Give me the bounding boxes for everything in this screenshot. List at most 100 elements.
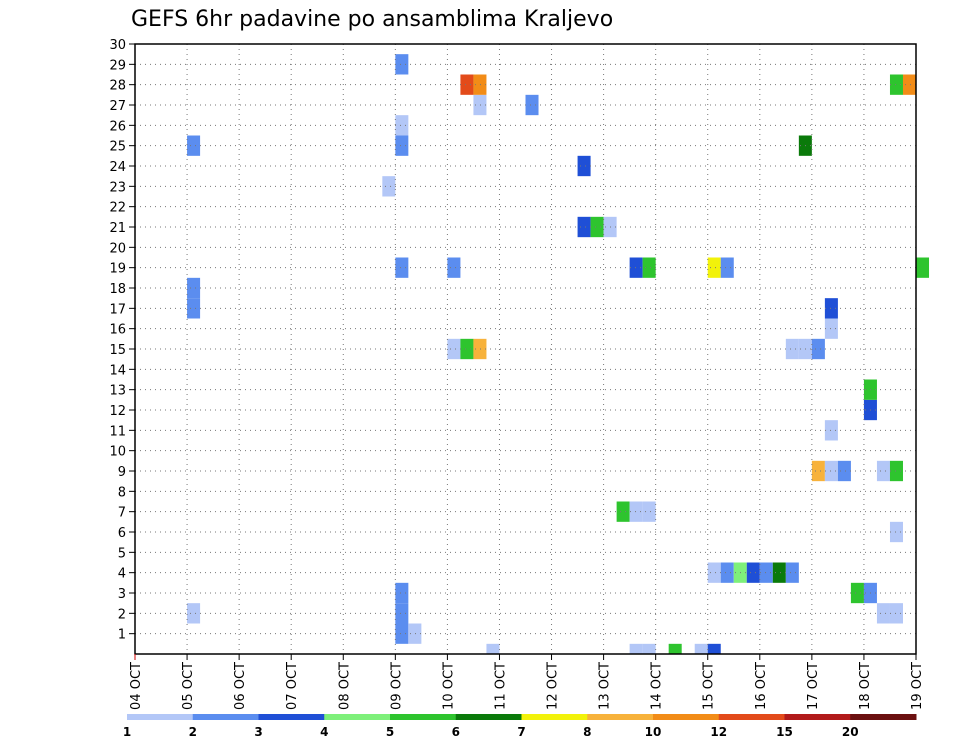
precip-cell [772, 562, 786, 583]
x-axis: 04 OCT 05 OCT 06 OCT 07 OCT 08 OCT 09 OCT 10 O… [129, 654, 925, 710]
precip-cell [187, 277, 201, 299]
precip-cell [889, 74, 903, 95]
precip-cell [460, 74, 474, 95]
precip-cell [577, 155, 591, 177]
x-tick-label: 04 OCT [129, 662, 144, 710]
x-tick-label: 16 OCT [754, 662, 769, 710]
y-tick-label: 30 [109, 38, 126, 53]
colorbar-label: 5 [386, 725, 394, 739]
precip-cell [395, 582, 409, 604]
precip-cell [785, 562, 799, 583]
precip-cell [642, 501, 656, 522]
precip-cell [837, 460, 851, 482]
precip-cell [382, 176, 396, 197]
precip-cell [707, 257, 721, 278]
x-tick-label: 09 OCT [389, 662, 404, 710]
precip-cell [902, 74, 916, 95]
precip-cell [824, 318, 838, 339]
colorbar-label: 8 [583, 725, 591, 739]
precip-cell [707, 643, 721, 654]
y-tick-label: 12 [109, 404, 126, 419]
colorbar-label: 10 [645, 725, 662, 739]
y-axis: 1234567891011121314151617181920212223242… [109, 38, 135, 643]
precip-cell [486, 643, 500, 654]
precip-cell [720, 562, 734, 583]
precip-cell [525, 94, 539, 116]
colorbar-swatch [521, 714, 588, 720]
precip-cell [473, 94, 487, 116]
precip-cell [811, 338, 825, 360]
x-tick-label: 07 OCT [285, 662, 300, 710]
precip-cell [629, 643, 643, 654]
x-tick-label: 11 OCT [494, 662, 509, 710]
y-tick-label: 20 [109, 241, 126, 256]
y-tick-label: 11 [109, 424, 126, 439]
x-tick-label: 18 OCT [858, 662, 873, 710]
y-tick-label: 10 [109, 445, 126, 460]
y-tick-label: 3 [118, 587, 126, 602]
cells-layer [187, 54, 930, 654]
y-tick-label: 22 [109, 201, 126, 216]
y-tick-label: 15 [109, 343, 126, 358]
y-tick-label: 26 [109, 119, 126, 134]
precip-cell [642, 257, 656, 278]
precip-cell [460, 338, 474, 360]
precip-cell [889, 603, 903, 624]
precip-cell [694, 643, 708, 654]
colorbar-swatch [390, 714, 457, 720]
colorbar-label: 15 [776, 725, 793, 739]
y-tick-label: 6 [118, 526, 126, 541]
y-tick-label: 2 [118, 607, 126, 622]
precip-cell [759, 562, 773, 583]
precip-cell [746, 562, 760, 583]
x-tick-label: 13 OCT [598, 662, 613, 710]
precip-cell [395, 623, 409, 644]
y-tick-label: 5 [118, 546, 126, 561]
colorbar-label: 4 [320, 725, 328, 739]
colorbar-swatch [587, 714, 654, 720]
precip-cell [811, 460, 825, 482]
colorbar-swatch [784, 714, 851, 720]
precip-cell [590, 216, 604, 238]
precip-cell [876, 460, 890, 482]
y-tick-label: 21 [109, 221, 126, 236]
precip-cell [629, 257, 643, 278]
y-tick-label: 8 [118, 485, 126, 500]
precip-cell [824, 298, 838, 319]
precip-cell [876, 603, 890, 624]
precip-cell [395, 54, 409, 75]
x-tick-label: 08 OCT [337, 662, 352, 710]
precip-cell [824, 460, 838, 482]
y-tick-label: 28 [109, 79, 126, 94]
colorbar: 1 2 3 4 5 6 7 8 10 12 15 20 [123, 714, 917, 739]
colorbar-swatch [258, 714, 325, 720]
precip-cell [473, 338, 487, 360]
y-tick-label: 29 [109, 58, 126, 73]
x-tick-label: 15 OCT [702, 662, 717, 710]
y-tick-label: 9 [118, 465, 126, 480]
precip-cell [785, 338, 799, 360]
colorbar-label: 20 [842, 725, 859, 739]
y-tick-label: 1 [118, 628, 126, 643]
y-tick-label: 4 [118, 567, 126, 582]
y-tick-label: 18 [109, 282, 126, 297]
y-tick-label: 7 [118, 506, 126, 521]
precip-cell [642, 643, 656, 654]
colorbar-label: 7 [517, 725, 525, 739]
colorbar-swatch [455, 714, 522, 720]
precip-cell [629, 501, 643, 522]
precip-cell [889, 460, 903, 482]
precip-cell [720, 257, 734, 278]
y-tick-label: 19 [109, 262, 126, 277]
precip-cell [577, 216, 591, 238]
precip-cell [395, 257, 409, 278]
precip-cell [447, 338, 461, 360]
colorbar-swatch [324, 714, 391, 720]
colorbar-swatch [718, 714, 785, 720]
colorbar-swatch [192, 714, 259, 720]
x-tick-label: 19 OCT [910, 662, 925, 710]
x-tick-label: 05 OCT [181, 662, 196, 710]
precip-cell [473, 74, 487, 95]
precip-cell [395, 603, 409, 624]
y-tick-label: 14 [109, 363, 126, 378]
